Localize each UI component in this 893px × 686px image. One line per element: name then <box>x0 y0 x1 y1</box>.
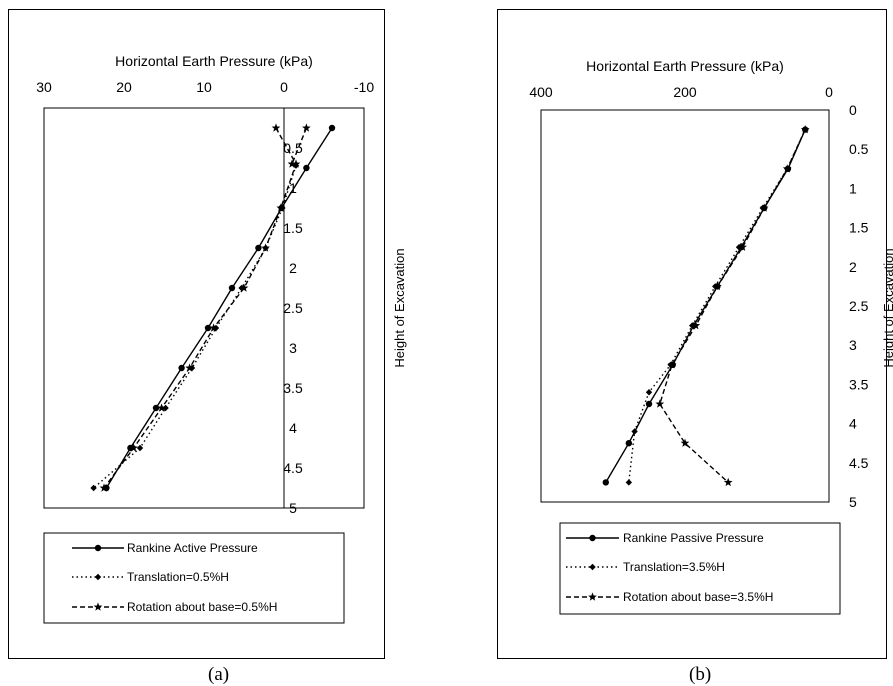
panel-a-rotation-about-base-0-5-h-point <box>129 443 138 452</box>
panel-a-rankine-active-pressure-point <box>152 404 160 412</box>
panel-a-extra-series-3-point <box>302 123 311 132</box>
panel-a-legend-marker-rankine-active-pressure <box>94 544 102 552</box>
panel-a-x-tick-label: 10 <box>196 79 212 95</box>
panel-b-y-tick-label: 1.5 <box>849 220 869 236</box>
panel-a-rotation-about-base-0-5-h-line <box>103 127 297 489</box>
panel-a-extra-series-3-point <box>287 159 297 168</box>
panel-a-legend-marker-rotation-about-base-0-5-h <box>93 602 103 611</box>
panel-a-y-tick-label: 3 <box>289 340 297 356</box>
panel-a-y-tick-label: 2 <box>289 260 297 276</box>
panel-b-legend-label-rotation-about-base-3-5-h: Rotation about base=3.5%H <box>623 590 773 604</box>
panel-b-translation-3-5-h-point <box>645 389 653 396</box>
panel-b-y-tick-label: 4 <box>849 416 857 432</box>
panel-b-rotation-about-base-3-5-h-point <box>667 360 677 369</box>
panel-a-legend-label-rankine-active-pressure: Rankine Active Pressure <box>127 541 258 555</box>
panel-a-extra-series-3-line <box>291 127 308 165</box>
panel-a-rotation-about-base-0-5-h-point <box>99 483 109 492</box>
panel-a-rotation-about-base-0-5-h-point <box>291 159 301 168</box>
panel-a-y-axis-title: Height of Excavation <box>392 248 407 367</box>
panel-b-y-tick-label: 1 <box>849 180 857 196</box>
panel-a-x-tick-label: 30 <box>36 79 52 95</box>
panel-a-y-tick-label: 4 <box>289 420 297 436</box>
panel-a-rotation-about-base-0-5-h-point <box>209 323 218 332</box>
panel-a-translation-0-5-h-point <box>90 484 97 492</box>
panel-a-rankine-active-pressure-point <box>255 244 262 252</box>
panel-b-rotation-about-base-3-5-h-point <box>800 125 810 134</box>
panel-a-legend-label-rotation-about-base-0-5-h: Rotation about base=0.5%H <box>127 600 277 614</box>
panel-b-rotation-about-base-3-5-h-point <box>691 321 701 330</box>
panel-a-x-tick-label: 20 <box>116 79 132 95</box>
panel-b-rankine-passive-pressure-point <box>602 479 609 486</box>
panel-a-x-axis-title: Horizontal Earth Pressure (kPa) <box>115 53 313 69</box>
panel-a-x-tick-label: 0 <box>280 79 288 95</box>
panel-b-y-tick-label: 5 <box>849 494 857 510</box>
panel-b-x-tick-label: 0 <box>825 84 833 100</box>
panel-a-rankine-active-pressure-point <box>303 164 310 172</box>
panel-a-rotation-about-base-0-5-h-point <box>261 243 270 252</box>
panel-b-rotation-about-base-3-5-h-point <box>759 203 769 212</box>
panel-b-y-tick-label: 0.5 <box>849 141 869 157</box>
panel-a-y-tick-label: 4.5 <box>283 460 303 476</box>
panel-b-x-tick-label: 400 <box>529 84 553 100</box>
panel-b-translation-3-5-h-point <box>689 322 696 329</box>
caption-a: (a) <box>208 664 230 685</box>
panel-a-rankine-active-pressure-point <box>228 284 236 292</box>
panel-b-y-tick-label: 2 <box>849 259 857 275</box>
panel-b-translation-3-5-h-point <box>625 479 633 486</box>
panel-b-translation-3-5-h-point <box>631 428 638 435</box>
panel-b-y-tick-label: 0 <box>849 102 857 118</box>
panel-b-y-tick-label: 2.5 <box>849 298 869 314</box>
panel-b-legend-label-rankine-passive-pressure: Rankine Passive Pressure <box>623 531 764 545</box>
panel-b-rankine-passive-pressure-point <box>645 400 653 408</box>
panel-b-legend-marker-rankine-passive-pressure <box>589 534 596 542</box>
panel-b-rotation-about-base-3-5-h-line <box>659 129 806 483</box>
panel-a-rotation-about-base-0-5-h-point <box>185 363 194 372</box>
panel-a-x-tick-label: -10 <box>354 79 374 95</box>
panel-b-x-axis-title: Horizontal Earth Pressure (kPa) <box>586 58 784 74</box>
panel-b-rotation-about-base-3-5-h-point <box>713 281 722 291</box>
panel-a-y-tick-label: 1 <box>289 180 297 196</box>
panel-a-rotation-about-base-0-5-h-point <box>157 403 166 412</box>
panel-b-rotation-about-base-3-5-h-point <box>723 477 733 487</box>
panel-b-rotation-about-base-3-5-h-point <box>655 399 665 408</box>
panel-b-translation-3-5-h-line <box>628 129 806 483</box>
panel-b-plot-area <box>540 109 830 503</box>
panel-a-rotation-about-base-0-5-h-point <box>271 123 281 132</box>
panel-a-rankine-active-pressure-point <box>204 324 212 332</box>
panel-b-y-tick-label: 4.5 <box>849 455 869 471</box>
panel-a-plot-area <box>43 107 365 509</box>
caption-b: (b) <box>689 664 712 685</box>
panel-a-y-tick-label: 1.5 <box>283 220 303 236</box>
panel-a-y-tick-label: 0.5 <box>283 140 303 156</box>
panel-b-x-tick-label: 200 <box>673 84 697 100</box>
panel-a-rankine-active-pressure-point <box>328 124 336 132</box>
panel-b-legend-marker-translation-3-5-h <box>589 563 596 571</box>
panel-b-y-tick-label: 3 <box>849 337 857 353</box>
panel-b-y-axis-title: Height of Excavation <box>881 248 893 367</box>
panel-a-translation-0-5-h-point <box>136 444 144 452</box>
panel-a-rotation-about-base-0-5-h-point <box>239 283 249 292</box>
panel-a-translation-0-5-h-point <box>162 404 169 412</box>
panel-a-rankine-active-pressure-point <box>178 364 185 372</box>
panel-b-rotation-about-base-3-5-h-point <box>680 438 690 447</box>
panel-a-rankine-active-pressure-line <box>105 127 333 489</box>
panel-a-y-tick-label: 3.5 <box>283 380 303 396</box>
panel-a-y-tick-label: 5 <box>289 500 297 516</box>
panel-a-y-tick-label: 2.5 <box>283 300 303 316</box>
panel-b-rotation-about-base-3-5-h-point <box>782 164 792 173</box>
panel-b-rotation-about-base-3-5-h-point <box>738 242 747 251</box>
panel-b-legend-label-translation-3-5-h: Translation=3.5%H <box>623 560 725 574</box>
panel-a-legend-marker-translation-0-5-h <box>94 573 102 581</box>
panel-b-rankine-passive-pressure-point <box>625 440 633 447</box>
panel-b-y-tick-label: 3.5 <box>849 376 869 392</box>
panel-a-translation-0-5-h-line <box>93 165 297 489</box>
panel-b-legend-marker-rotation-about-base-3-5-h <box>588 592 597 601</box>
panel-a-rotation-about-base-0-5-h-point <box>276 203 286 212</box>
panel-a-legend-label-translation-0-5-h: Translation=0.5%H <box>127 570 229 584</box>
